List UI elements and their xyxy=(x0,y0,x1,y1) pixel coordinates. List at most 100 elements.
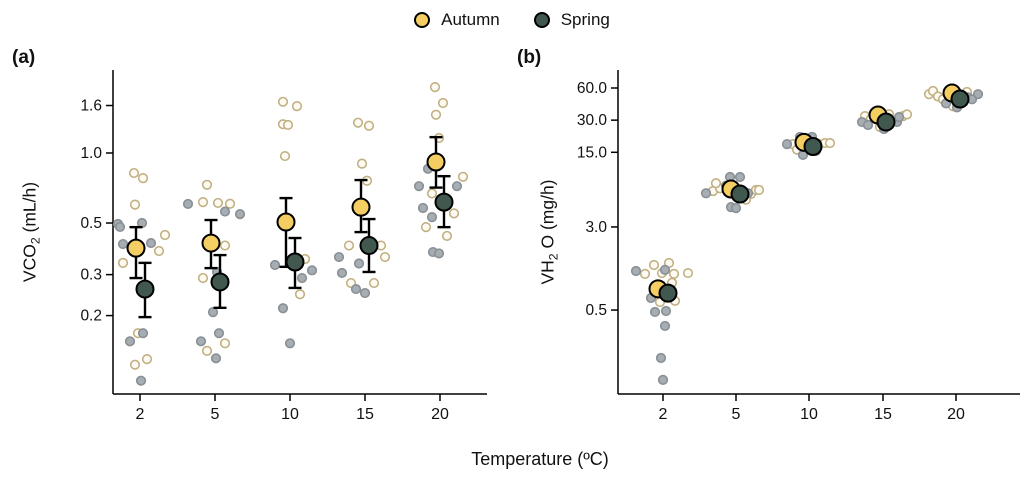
legend-label-spring: Spring xyxy=(560,10,610,29)
spring-mean-point xyxy=(434,192,454,212)
panel-label-b: (b) xyxy=(517,47,542,68)
autumn-data-point xyxy=(363,120,375,131)
x-tick-label: 2 xyxy=(659,406,668,423)
autumn-data-point xyxy=(159,229,171,241)
spring-data-point xyxy=(219,206,231,217)
autumn-data-point xyxy=(430,109,442,120)
spring-mean-point xyxy=(730,184,750,204)
x-tick-label: 10 xyxy=(281,406,299,423)
autumn-data-point xyxy=(279,150,291,162)
autumn-data-point xyxy=(197,272,209,284)
panel-b: 60.0 30.0 15.0 3.0 0.5 2 5 10 15 20 xyxy=(577,70,1020,423)
spring-data-point xyxy=(700,188,712,199)
y-tick-label: 0.2 xyxy=(80,308,102,325)
panel-label-a: (a) xyxy=(12,47,36,68)
y-tick-label: 0.3 xyxy=(80,267,102,284)
autumn-data-point xyxy=(352,117,364,128)
spring-data-point xyxy=(657,374,669,385)
x-axis-title: Temperature (ºC) xyxy=(471,449,609,469)
spring-data-point xyxy=(306,265,318,276)
spring-data-point xyxy=(137,328,149,339)
spring-mean-point xyxy=(285,252,305,272)
y-tick-label: 0.5 xyxy=(585,302,607,319)
spring-data-point xyxy=(207,307,219,318)
spring-data-point xyxy=(182,198,194,210)
autumn-data-point xyxy=(343,240,355,251)
autumn-data-point xyxy=(437,97,449,109)
spring-data-point xyxy=(734,171,746,183)
autumn-data-point xyxy=(368,277,380,289)
spring-data-point xyxy=(359,287,371,299)
spring-data-point xyxy=(296,272,308,284)
spring-data-point xyxy=(277,303,289,314)
legend-item-spring: Spring xyxy=(533,10,610,30)
autumn-data-point xyxy=(117,257,129,268)
spring-data-point xyxy=(145,237,157,249)
spring-mean-point xyxy=(210,272,230,292)
autumn-data-point xyxy=(201,179,213,190)
spring-data-point xyxy=(426,212,438,223)
x-tick-label: 20 xyxy=(947,406,965,423)
autumn-data-point xyxy=(448,208,460,219)
spring-mean-point xyxy=(135,279,155,299)
legend-item-autumn: Autumn xyxy=(414,10,500,30)
autumn-mean-point xyxy=(201,233,221,253)
spring-data-point xyxy=(195,336,207,347)
autumn-data-point xyxy=(137,172,149,184)
spring-data-point xyxy=(413,181,425,192)
autumn-data-point xyxy=(129,199,141,210)
autumn-data-point xyxy=(128,167,140,179)
autumn-data-point xyxy=(668,268,680,280)
autumn-mean-point xyxy=(126,238,146,258)
autumn-data-point xyxy=(379,251,391,263)
autumn-data-point xyxy=(141,353,153,365)
x-tick-label: 5 xyxy=(732,406,741,423)
y-tick-label: 3.0 xyxy=(585,219,607,236)
autumn-data-point xyxy=(420,222,432,233)
spring-data-point xyxy=(284,338,296,349)
autumn-data-point xyxy=(291,101,303,112)
spring-data-point xyxy=(660,305,672,317)
autumn-data-point xyxy=(129,359,141,370)
panel-a: 1.6 1.0 0.5 0.3 0.2 2 5 10 15 20 xyxy=(80,70,487,423)
autumn-data-point xyxy=(197,197,209,208)
autumn-data-point xyxy=(753,184,765,196)
autumn-data-point xyxy=(441,230,453,242)
autumn-data-point xyxy=(429,82,441,93)
autumn-data-point xyxy=(710,178,722,189)
autumn-data-point xyxy=(648,259,660,271)
autumn-data-point xyxy=(201,345,213,356)
autumn-data-point xyxy=(639,268,651,280)
y-axis-title-b: VH2 O (mg/h) xyxy=(537,179,561,285)
autumn-data-point xyxy=(824,137,836,149)
spring-data-point xyxy=(213,328,225,339)
spring-data-point xyxy=(114,221,126,233)
spring-data-point xyxy=(117,238,129,250)
autumn-data-point xyxy=(219,338,231,349)
spring-data-point xyxy=(893,112,905,123)
spring-data-point xyxy=(655,352,667,364)
autumn-data-point xyxy=(294,289,306,300)
x-tick-label: 2 xyxy=(136,406,145,423)
y-tick-label: 1.0 xyxy=(80,145,102,162)
y-tick-label: 15.0 xyxy=(577,144,608,161)
x-tick-label: 20 xyxy=(431,406,449,423)
spring-data-point xyxy=(649,306,661,318)
y-tick-label: 1.6 xyxy=(80,98,102,115)
autumn-data-point xyxy=(212,197,224,209)
spring-mean-point xyxy=(876,112,896,132)
x-tick-label: 10 xyxy=(800,406,818,423)
spring-data-point xyxy=(135,375,147,386)
spring-data-point xyxy=(781,139,793,150)
spring-data-point xyxy=(210,353,222,364)
autumn-mean-point xyxy=(276,212,296,232)
spring-data-point xyxy=(630,265,642,277)
legend: Autumn Spring xyxy=(0,10,1024,30)
spring-data-point xyxy=(730,203,742,214)
autumn-data-point xyxy=(153,245,165,257)
autumn-legend-marker-icon xyxy=(414,12,431,28)
spring-data-point xyxy=(333,251,345,263)
x-tick-label: 15 xyxy=(356,406,374,423)
